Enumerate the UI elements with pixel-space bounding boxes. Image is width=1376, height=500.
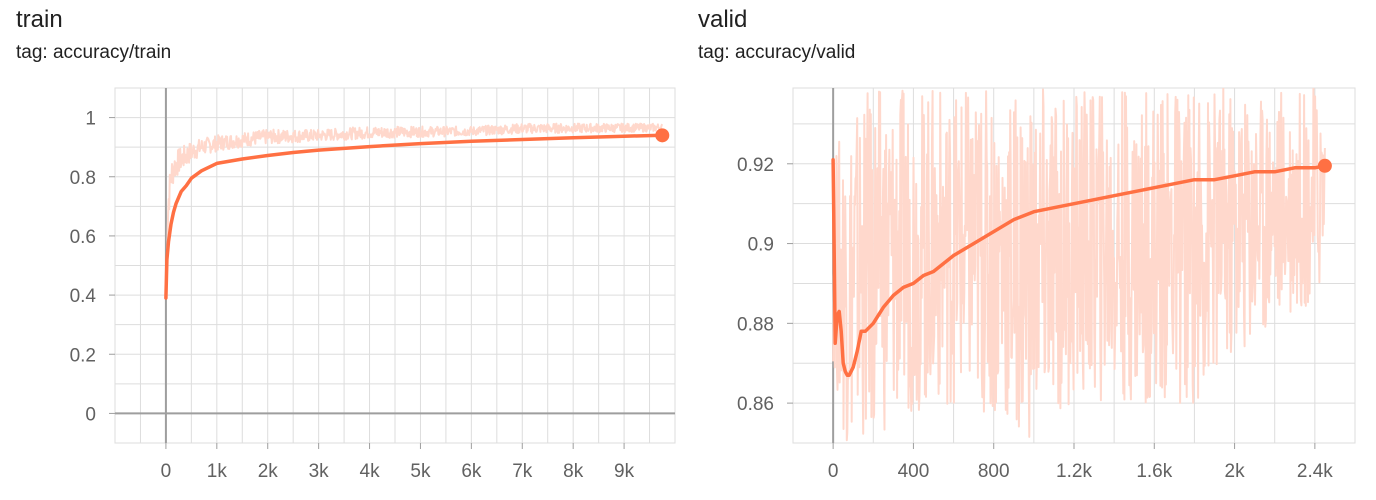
chart-card-valid: valid tag: accuracy/valid 0 400 800 1.2k 1.6…: [690, 0, 1376, 500]
y-tick-label: 0.2: [70, 345, 96, 366]
chart-tag: tag: accuracy/train: [16, 42, 172, 63]
last-value-marker[interactable]: [655, 128, 670, 143]
chart-title: valid: [698, 6, 748, 33]
plot-data-area: [164, 122, 665, 300]
smoothed-series-line[interactable]: [164, 133, 665, 300]
x-tick-label: 9k: [614, 461, 635, 482]
smoothed-series-line[interactable]: [831, 158, 1327, 377]
chart-plot-valid[interactable]: 0 400 800 1.2k 1.6k 2k 2.4k 0.86 0.88 0.9 0.92: [690, 0, 1376, 500]
raw-series-line: [832, 88, 1326, 442]
y-tick-label: 0: [85, 404, 96, 425]
y-tick-label: 1: [85, 109, 96, 130]
x-tick-label: 400: [898, 461, 930, 482]
x-tick-label: 7k: [512, 461, 533, 482]
chart-title: train: [16, 6, 63, 33]
x-tick-label: 2.4k: [1297, 461, 1333, 482]
x-tick-label: 0: [828, 461, 839, 482]
x-tick-label: 0: [161, 461, 172, 482]
plot-data-area: [831, 88, 1327, 442]
x-tick-label: 5k: [410, 461, 431, 482]
x-tick-label: 8k: [563, 461, 584, 482]
chart-tag: tag: accuracy/valid: [698, 42, 856, 63]
x-tick-label: 1.6k: [1136, 461, 1172, 482]
y-tick-label: 0.8: [70, 168, 96, 189]
y-tick-label: 0.92: [737, 155, 774, 176]
y-tick-label: 0.88: [737, 314, 774, 335]
x-tick-label: 2k: [258, 461, 279, 482]
last-value-marker[interactable]: [1317, 158, 1332, 173]
x-tick-label: 2k: [1225, 461, 1246, 482]
x-tick-label: 6k: [461, 461, 482, 482]
y-tick-label: 0.4: [70, 286, 97, 307]
y-tick-label: 0.6: [70, 227, 96, 248]
y-tick-label: 0.9: [748, 235, 774, 256]
raw-series-line: [164, 122, 664, 285]
x-tick-label: 1.2k: [1056, 461, 1092, 482]
x-tick-label: 800: [978, 461, 1010, 482]
y-tick-label: 0.86: [737, 394, 774, 415]
x-tick-label: 4k: [360, 461, 381, 482]
x-tick-label: 3k: [309, 461, 330, 482]
chart-card-train: train tag: accuracy/train 0 1k 2k 3k 4k 5k 6k 7…: [0, 0, 690, 500]
chart-plot-train[interactable]: 0 1k 2k 3k 4k 5k 6k 7k 8k 9k 0 0.2 0.4 0.6 0.8 1: [0, 0, 690, 500]
x-tick-label: 1k: [207, 461, 228, 482]
